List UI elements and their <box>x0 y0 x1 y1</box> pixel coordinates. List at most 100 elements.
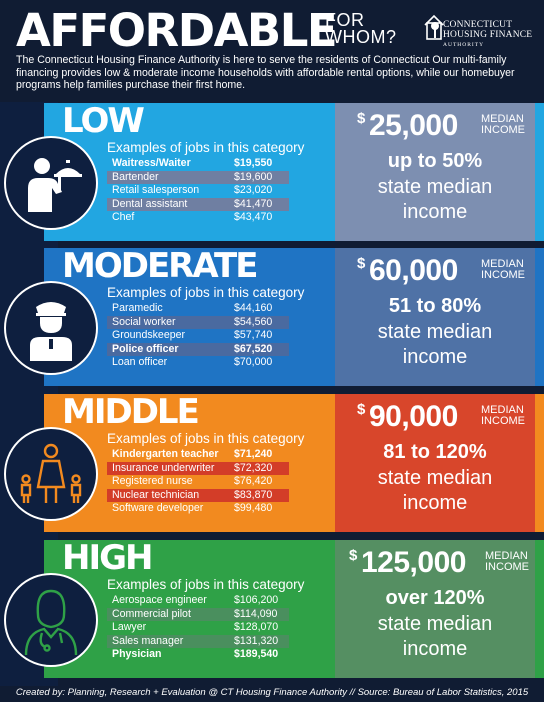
job-row: Paramedic $44,160 <box>107 302 289 316</box>
median-label-line-2: INCOME <box>481 124 525 136</box>
job-salary: $19,600 <box>234 170 273 183</box>
job-row: Dental assistant $41,470 <box>107 197 289 212</box>
title-small-line-1: FOR <box>325 10 365 30</box>
median-income-label: MEDIAN INCOME <box>481 259 537 281</box>
logo-line-2: HOUSING FINANCE <box>443 30 533 40</box>
title-small-line-2: WHOM? <box>325 27 397 47</box>
median-label-line-1: MEDIAN <box>481 258 524 270</box>
range-sub-line-2: income <box>402 492 468 514</box>
job-name: Commercial pilot <box>112 607 191 620</box>
income-range-description: state median income <box>335 175 535 225</box>
job-row: Physician $189,540 <box>107 648 289 662</box>
dollar-sign: $ <box>357 110 366 127</box>
job-row: Social worker $54,560 <box>107 315 289 330</box>
logo-text: CONNECTICUT HOUSING FINANCE AUTHORITY <box>443 20 532 50</box>
job-row: Chef $43,470 <box>107 211 289 225</box>
logo-line-1: CONNECTICUT <box>443 20 513 30</box>
teacher-with-children-icon <box>4 427 98 521</box>
job-name: Registered nurse <box>112 475 193 488</box>
median-income-row: $ 90,000 MEDIAN INCOME <box>335 398 535 436</box>
median-income-box: $ 60,000 MEDIAN INCOME 51 to 80% state m… <box>335 248 535 386</box>
job-salary: $99,480 <box>234 502 273 515</box>
range-sub-line-2: income <box>402 346 468 368</box>
range-sub-line-2: income <box>402 201 468 223</box>
median-label-line-2: INCOME <box>481 415 525 427</box>
title-subtitle: FOR WHOM? <box>325 10 397 47</box>
job-name: Police officer <box>112 342 179 355</box>
job-row: Loan officer $70,000 <box>107 356 289 370</box>
job-row: Groundskeeper $57,740 <box>107 329 289 343</box>
job-name: Chef <box>112 211 135 224</box>
dollar-sign: $ <box>357 255 366 272</box>
job-name: Dental assistant <box>112 197 188 210</box>
median-income-value: 60,000 <box>369 254 458 287</box>
job-salary: $43,470 <box>234 211 273 224</box>
job-salary: $70,000 <box>234 356 273 369</box>
job-name: Groundskeeper <box>112 329 186 342</box>
physician-icon <box>4 573 98 667</box>
job-row: Registered nurse $76,420 <box>107 475 289 489</box>
median-income-box: $ 125,000 MEDIAN INCOME over 120% state … <box>335 540 535 678</box>
job-name: Nuclear technician <box>112 488 200 501</box>
job-name: Aerospace engineer <box>112 594 207 606</box>
job-salary: $57,740 <box>234 329 273 342</box>
median-income-row: $ 125,000 MEDIAN INCOME <box>335 544 535 582</box>
median-income-label: MEDIAN INCOME <box>481 405 537 427</box>
section-title: MIDDLE <box>62 392 200 432</box>
median-income-value: 90,000 <box>369 400 458 433</box>
income-range-description: state median income <box>335 612 535 662</box>
median-income-box: $ 25,000 MEDIAN INCOME up to 50% state m… <box>335 103 535 241</box>
job-name: Bartender <box>112 170 159 183</box>
job-name: Kindergarten teacher <box>112 448 219 460</box>
job-name: Insurance underwriter <box>112 461 215 474</box>
examples-label: Examples of jobs in this category <box>107 431 305 446</box>
section-title: LOW <box>62 101 145 141</box>
job-row: Waitress/Waiter $19,550 <box>107 157 289 171</box>
job-name: Software developer <box>112 502 204 515</box>
section-title: MODERATE <box>62 246 258 286</box>
job-row: Police officer $67,520 <box>107 342 289 357</box>
job-salary: $83,870 <box>234 488 273 501</box>
job-name: Waitress/Waiter <box>112 157 191 169</box>
job-row: Kindergarten teacher $71,240 <box>107 448 289 462</box>
median-income-row: $ 25,000 MEDIAN INCOME <box>335 107 535 145</box>
job-name: Lawyer <box>112 621 147 634</box>
job-list: Paramedic $44,160 Social worker $54,560 Gr… <box>107 302 289 370</box>
section-low: LOW Examples of jobs in this category Wa… <box>0 101 544 241</box>
house-tree-logo-icon <box>424 14 444 40</box>
job-salary: $19,550 <box>234 157 273 169</box>
dollar-sign: $ <box>349 547 358 564</box>
section-moderate: MODERATE Examples of jobs in this catego… <box>0 246 544 386</box>
median-income-label: MEDIAN INCOME <box>481 114 537 136</box>
median-label-line-1: MEDIAN <box>481 113 524 125</box>
range-sub-line-2: income <box>402 638 468 660</box>
income-range: 51 to 80% <box>388 295 482 317</box>
job-salary: $189,540 <box>234 648 279 661</box>
job-salary: $44,160 <box>234 302 273 314</box>
section-middle: MIDDLE Examples of jobs in this category… <box>0 392 544 532</box>
job-row: Retail salesperson $23,020 <box>107 184 289 198</box>
job-row: Nuclear technician $83,870 <box>107 488 289 503</box>
footer-credit: Created by: Planning, Research + Evaluat… <box>15 687 529 698</box>
income-range: over 120% <box>385 587 485 609</box>
range-sub-line-1: state median <box>377 613 493 635</box>
range-sub-line-1: state median <box>377 321 493 343</box>
job-row: Sales manager $131,320 <box>107 634 289 649</box>
median-income-label: MEDIAN INCOME <box>485 551 541 573</box>
job-name: Paramedic <box>112 302 163 314</box>
median-income-value: 125,000 <box>361 546 466 579</box>
job-name: Retail salesperson <box>112 184 200 197</box>
job-row: Software developer $99,480 <box>107 502 289 516</box>
job-salary: $71,240 <box>234 448 273 460</box>
job-list: Aerospace engineer $106,200 Commercial pi… <box>107 594 289 662</box>
job-name: Physician <box>112 648 162 661</box>
main-title: AFFORDABLE <box>16 4 338 57</box>
job-row: Lawyer $128,070 <box>107 621 289 635</box>
job-salary: $131,320 <box>234 634 279 647</box>
median-label-line-1: MEDIAN <box>481 404 524 416</box>
examples-label: Examples of jobs in this category <box>107 285 305 300</box>
examples-label: Examples of jobs in this category <box>107 577 305 592</box>
dollar-sign: $ <box>357 401 366 418</box>
median-label-line-2: INCOME <box>485 561 529 573</box>
income-range-description: state median income <box>335 320 535 370</box>
